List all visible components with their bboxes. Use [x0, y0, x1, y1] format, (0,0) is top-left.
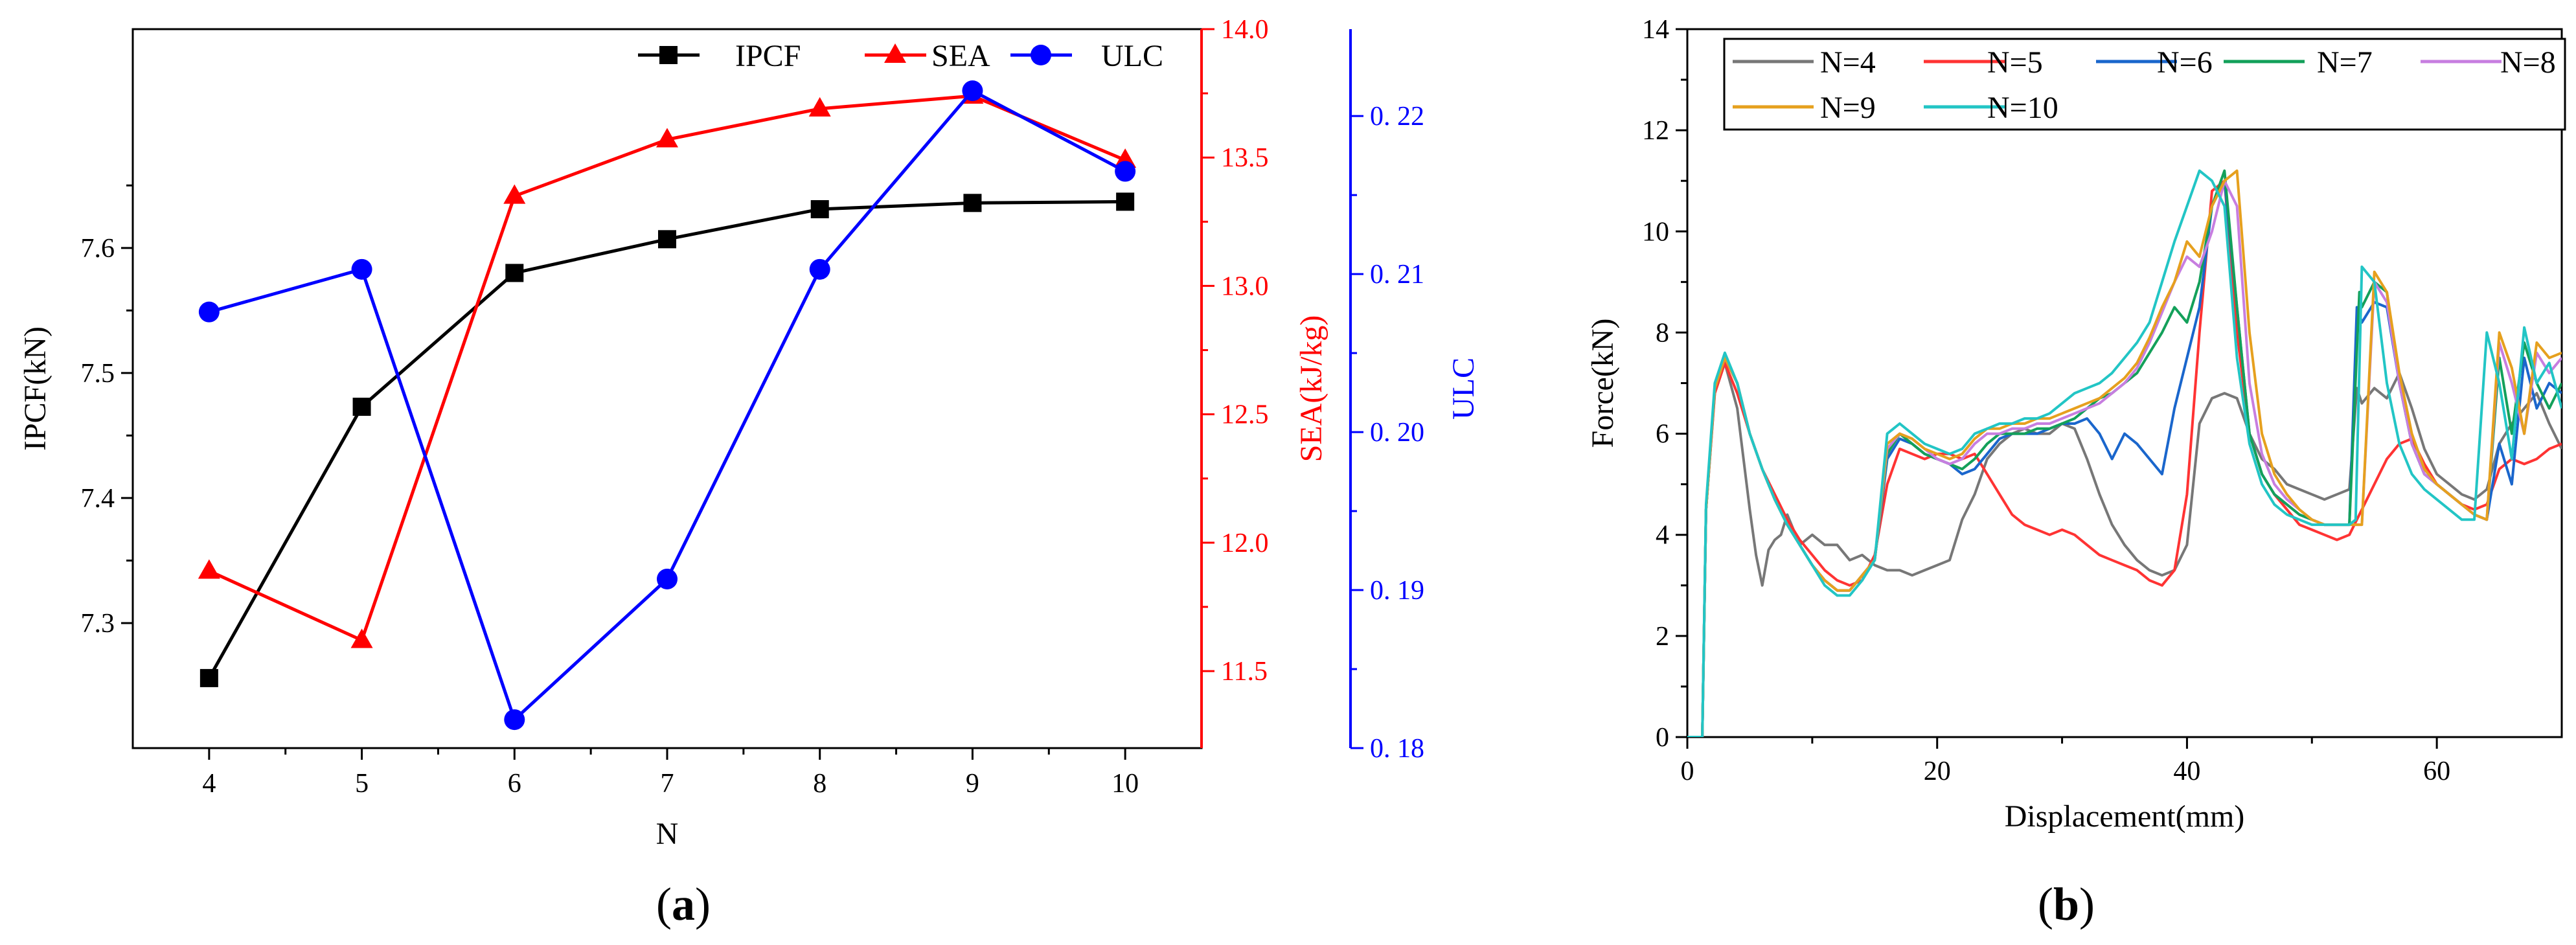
sea-axis-title: SEA(kJ/kg) [1294, 315, 1328, 462]
legend-N4-label: N=4 [1820, 45, 1876, 80]
legend-ulc-label: ULC [1101, 39, 1163, 73]
legend-N6-label: N=6 [2157, 45, 2213, 80]
x-tick-label: 9 [966, 769, 979, 799]
ulc-point [962, 80, 983, 102]
left-tick-label: 7.4 [81, 484, 115, 514]
legend-sea-marker [884, 43, 906, 63]
sea-tick-label: 13.5 [1221, 143, 1269, 173]
x-tick-label: 10 [1111, 769, 1139, 799]
ulc-tick-label: 0. 20 [1370, 418, 1424, 448]
ulc-series-line [209, 88, 1126, 723]
ipcf-point [658, 230, 676, 249]
x-axis-title: N [656, 817, 679, 851]
ulc-point [1115, 161, 1136, 182]
legend-N8-label: N=8 [2500, 45, 2556, 80]
ipcf-point [352, 397, 371, 416]
ulc-point [657, 568, 678, 589]
ulc-point [351, 258, 372, 280]
series-N9-line [1687, 169, 2562, 737]
y-tick-label: 0 [1656, 723, 1669, 753]
panel-b-label: (b) [2038, 878, 2095, 930]
legend-box [1723, 38, 2566, 131]
y-axis-title: Force(kN) [1586, 319, 1620, 448]
x-tick-label: 5 [355, 769, 369, 799]
y-tick-label: 4 [1656, 521, 1669, 551]
sea-point [656, 128, 678, 148]
series-N4-line [1687, 361, 2562, 737]
y-tick-label: 10 [1642, 217, 1669, 247]
ipcf-point [199, 668, 218, 687]
ipcf-point [810, 199, 829, 218]
x-axis-title: Displacement(mm) [2005, 799, 2245, 834]
series-N10-line [1687, 169, 2562, 737]
sea-series-line [208, 94, 1126, 643]
x-tick-label: 40 [2173, 757, 2200, 786]
legend-ulc-marker [1031, 45, 1051, 65]
panel-a-label: (a) [656, 878, 711, 930]
x-tick-label: 6 [508, 769, 521, 799]
ulc-axis-title: ULC [1446, 358, 1481, 420]
x-tick-label: 4 [202, 769, 216, 799]
x-tick-label: 8 [813, 769, 826, 799]
ipcf-point [963, 194, 982, 212]
panel-a-chart: 4 5 6 7 8 9 10 N 7.3 7.4 7.5 7.6 IPCF(kN) 11.5 12.0 12.… [18, 15, 1481, 851]
y-tick-label: 12 [1642, 116, 1669, 146]
legend-N9-label: N=9 [1820, 91, 1876, 125]
x-tick-label: 60 [2423, 757, 2450, 786]
y-tick-label: 14 [1642, 15, 1669, 45]
ipcf-point [505, 264, 524, 282]
left-tick-label: 7.6 [81, 234, 115, 264]
ulc-tick-label: 0. 21 [1370, 260, 1424, 290]
panel-b-chart: 0 20 40 60 Displacement(mm) 0 2 4 6 8 10 12 14 Force(… [1586, 15, 2566, 834]
x-tick-label: 20 [1924, 757, 1951, 786]
sea-tick-label: 14.0 [1221, 15, 1269, 45]
series-N7-line [1687, 169, 2562, 737]
left-axis-title: IPCF(kN) [18, 326, 52, 451]
left-tick-label: 7.3 [81, 609, 115, 639]
y-tick-label: 6 [1656, 420, 1669, 450]
legend-N10-label: N=10 [1987, 91, 2058, 125]
ulc-point [504, 709, 525, 731]
sea-point [350, 628, 373, 648]
x-tick-label: 7 [661, 769, 674, 799]
series-group [1687, 169, 2562, 737]
sea-point [198, 559, 220, 579]
legend-N5-label: N=5 [1987, 45, 2043, 80]
x-tick-label: 0 [1681, 757, 1694, 786]
sea-tick-label: 13.0 [1221, 271, 1269, 301]
ulc-tick-label: 0. 22 [1370, 102, 1424, 131]
ulc-point [198, 301, 220, 323]
left-tick-label: 7.5 [81, 359, 115, 389]
legend-N7-label: N=7 [2317, 45, 2373, 80]
y-tick-label: 8 [1656, 318, 1669, 348]
sea-point [503, 184, 526, 204]
ulc-tick-label: 0. 19 [1370, 576, 1424, 606]
legend-ipcf-marker [659, 46, 678, 64]
sea-tick-label: 11.5 [1221, 657, 1268, 687]
legend-ipcf-label: IPCF [735, 39, 801, 73]
sea-tick-label: 12.0 [1221, 529, 1269, 558]
sea-point [808, 97, 831, 117]
legend-sea-label: SEA [931, 39, 990, 73]
ulc-point [809, 258, 830, 280]
ulc-tick-label: 0. 18 [1370, 734, 1424, 764]
ipcf-point [1116, 192, 1135, 211]
y-tick-label: 2 [1656, 622, 1669, 652]
sea-tick-label: 12.5 [1221, 400, 1269, 430]
